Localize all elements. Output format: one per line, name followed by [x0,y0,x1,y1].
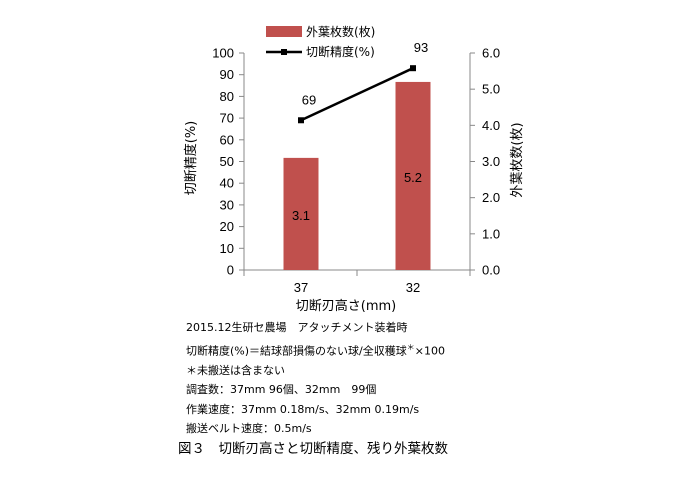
legend: 外葉枚数(枚) 切断精度(%) [266,24,375,59]
left-tick-label: 80 [220,89,234,104]
note-line-2: 切断精度(%)＝結球部損傷のない球/全収穫球＊×100 [186,338,445,361]
legend-line-label: 切断精度(%) [306,44,375,59]
line-point [298,117,304,124]
note-line-1: 2015.12生研セ農場 アタッチメント装着時 [186,321,408,334]
line-point [410,65,416,72]
bar [283,157,319,270]
line-path [300,67,414,122]
line-series: 69 93 [298,40,428,124]
left-tick-label: 40 [220,176,234,191]
legend-line-marker [281,49,287,55]
note-line-6: 搬送ベルト速度：0.5m/s [186,422,312,436]
right-tick-label: 1.0 [482,226,500,241]
left-tick-label: 100 [212,46,234,61]
left-tick-label: 10 [220,241,234,256]
chart-axes [243,53,471,276]
note-line-2-tail: ×100 [414,344,445,358]
right-tick-label: 3.0 [482,154,500,169]
left-tick-label: 20 [220,219,234,234]
right-axis-label: 外葉枚数(枚) [510,122,525,197]
note-line-2-asterisk: ＊ [406,342,415,352]
legend-bar-label: 外葉枚数(枚) [306,24,375,39]
note-line-5: 作業速度：37mm 0.18m/s、32mm 0.19m/s [186,402,420,416]
legend-bar-swatch [266,26,302,37]
note-line-3: ＊未搬送は含まない [186,363,285,377]
left-tick-label: 0 [227,263,234,278]
left-tick-label: 60 [220,132,234,147]
bar-value-label: 5.2 [404,170,422,185]
bar-series [283,81,431,270]
right-tick-label: 5.0 [482,82,500,97]
left-axis-label: 切断精度(%) [183,121,199,196]
right-tick-label: 6.0 [482,46,500,61]
line-value-label: 93 [414,40,428,55]
category-label: 32 [406,280,420,295]
note-line-2-main: 切断精度(%)＝結球部損傷のない球/全収穫球 [186,344,407,358]
right-tick-label: 2.0 [482,190,500,205]
left-axis-ticks: 0 10 20 30 40 50 60 70 80 90 100 [212,46,244,278]
figure-caption: 図３ 切断刃高さと切断精度、残り外葉枚数 [178,441,448,457]
line-value-label: 69 [302,92,316,107]
note-line-4: 調査数：37mm 96個、32mm 99個 [186,383,377,397]
chart: 0 10 20 30 40 50 60 70 80 90 100 0.0 1.0 2.0 3.0 4.0 5.… [183,24,525,314]
notes: 2015.12生研セ農場 アタッチメント装着時 切断精度(%)＝結球部損傷のない… [186,318,445,439]
right-tick-label: 4.0 [482,118,500,133]
category-labels: 37 32 [294,280,420,295]
category-label: 37 [294,280,308,295]
left-tick-label: 30 [220,197,234,212]
left-tick-label: 50 [220,154,234,169]
right-axis-ticks: 0.0 1.0 2.0 3.0 4.0 5.0 6.0 [470,46,500,278]
left-tick-label: 90 [220,67,234,82]
bar-value-label: 3.1 [292,208,310,223]
right-tick-label: 0.0 [482,263,500,278]
bar-labels: 3.1 5.2 [292,170,422,223]
x-axis-label: 切断刃高さ(mm) [296,298,396,314]
left-tick-label: 70 [220,111,234,126]
bar [395,81,431,270]
